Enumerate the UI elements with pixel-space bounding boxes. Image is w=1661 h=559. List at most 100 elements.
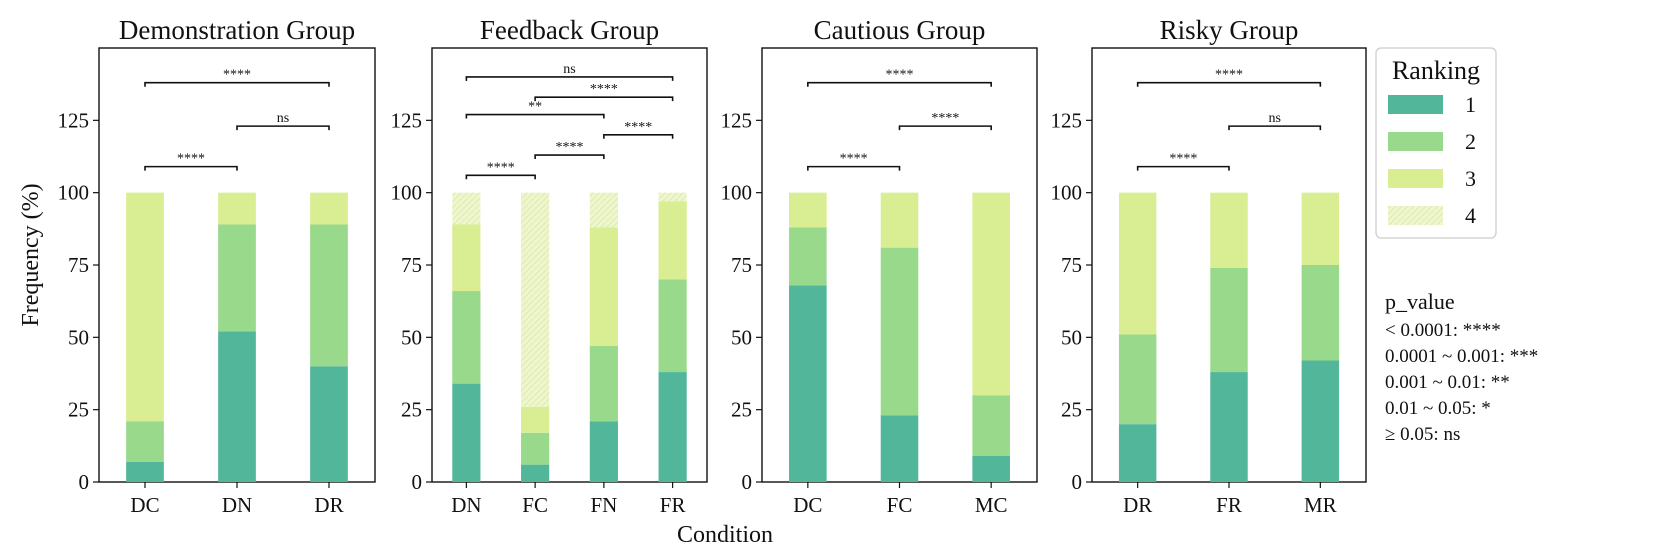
significance-label: ns [563, 62, 575, 77]
bar-segment-rank-1 [589, 421, 618, 482]
legend-label-4: 4 [1465, 203, 1476, 228]
bar-segment-rank-1 [1210, 372, 1248, 482]
legend-swatch-1 [1388, 95, 1443, 114]
x-tick-label: FN [590, 493, 617, 517]
significance-bracket [465, 174, 536, 180]
significance-bracket [236, 125, 330, 131]
bar-segment-rank-2 [789, 227, 827, 286]
x-tick-label: DR [314, 493, 343, 517]
bar-segment-rank-3 [880, 192, 919, 248]
x-tick-label: FC [522, 493, 548, 517]
significance-label: ** [528, 100, 542, 115]
bar-segment-rank-1 [972, 455, 1010, 482]
significance-label: **** [1169, 152, 1197, 167]
bar-segment-rank-2 [972, 395, 1010, 456]
bar-segment-rank-4 [589, 192, 618, 228]
y-tick-label: 125 [1051, 108, 1083, 132]
significance-bracket [807, 165, 901, 171]
significance-label: **** [624, 120, 652, 135]
significance-bracket [898, 125, 992, 131]
significance-label: **** [931, 111, 959, 126]
y-tick-label: 25 [1061, 398, 1082, 422]
bar-segment-rank-2 [521, 432, 550, 465]
y-tick-label: 0 [742, 470, 753, 494]
y-tick-label: 100 [58, 181, 90, 205]
p-value-line: 0.01 ~ 0.05: * [1385, 398, 1491, 419]
p-value-line: 0.0001 ~ 0.001: *** [1385, 346, 1538, 367]
significance-bracket [144, 165, 238, 171]
x-tick-label: MR [1304, 493, 1337, 517]
x-tick-label: DR [1123, 493, 1152, 517]
y-tick-label: 25 [731, 398, 752, 422]
panel-title: Risky Group [1160, 15, 1299, 45]
bar-segment-rank-3 [1118, 192, 1157, 335]
y-tick-label: 0 [412, 470, 423, 494]
x-tick-label: FC [887, 493, 913, 517]
bar-segment-rank-1 [1118, 424, 1157, 482]
y-tick-label: 75 [731, 253, 752, 277]
x-tick-label: FR [1216, 493, 1242, 517]
bar-segment-rank-1 [452, 383, 481, 482]
p-value-line: 0.001 ~ 0.01: ** [1385, 372, 1510, 393]
significance-label: **** [556, 140, 584, 155]
bar-segment-rank-1 [126, 461, 164, 482]
bar-segment-rank-2 [1210, 267, 1248, 373]
x-tick-label: DN [451, 493, 481, 517]
bar-segment-rank-2 [1301, 265, 1340, 361]
significance-bracket [1228, 125, 1322, 131]
legend-swatch-2 [1388, 132, 1443, 151]
p-value-line: ≥ 0.05: ns [1385, 424, 1460, 445]
significance-bracket [807, 81, 992, 87]
y-tick-label: 50 [1061, 325, 1082, 349]
significance-label: ns [277, 111, 289, 126]
y-tick-label: 100 [721, 181, 753, 205]
bar-segment-rank-1 [218, 331, 256, 482]
y-tick-label: 100 [391, 181, 423, 205]
significance-label: ns [1268, 111, 1280, 126]
panel-3: Cautious Group 0 25 50 75 100 125 DC FC MC **** ***… [721, 15, 1038, 517]
panel-title: Cautious Group [814, 15, 986, 45]
y-tick-label: 0 [79, 470, 90, 494]
x-tick-label: MC [975, 493, 1008, 517]
y-tick-label: 75 [401, 253, 422, 277]
p-value-note: p_value < 0.0001: **** 0.0001 ~ 0.001: ***… [1385, 289, 1538, 445]
legend-label-1: 1 [1465, 92, 1476, 117]
bar-segment-rank-3 [972, 192, 1010, 396]
legend-swatch-4 [1388, 206, 1443, 225]
significance-label: **** [487, 160, 515, 175]
bar-segment-rank-3 [126, 192, 164, 422]
y-tick-label: 25 [401, 398, 422, 422]
x-tick-label: DC [130, 493, 159, 517]
bar-segment-rank-2 [880, 247, 919, 416]
legend: Ranking 1 2 3 4 [1375, 47, 1497, 239]
significance-label: **** [177, 152, 205, 167]
x-tick-label: DC [793, 493, 822, 517]
bar-segment-rank-4 [658, 192, 687, 202]
bar-segment-rank-2 [310, 224, 348, 367]
y-tick-label: 0 [1072, 470, 1083, 494]
x-tick-label: FR [660, 493, 686, 517]
bar-segment-rank-1 [658, 372, 687, 482]
bar-segment-rank-3 [310, 192, 348, 225]
bar-segment-rank-2 [452, 291, 481, 384]
y-tick-label: 75 [68, 253, 89, 277]
y-axis-label: Frequency (%) [18, 183, 44, 326]
y-tick-label: 50 [401, 325, 422, 349]
significance-label: **** [1215, 68, 1243, 83]
significance-bracket [465, 76, 674, 81]
bar-segment-rank-4 [452, 192, 481, 225]
bar-segment-rank-2 [658, 279, 687, 373]
bar-segment-rank-2 [1118, 334, 1157, 425]
p-value-title: p_value [1385, 289, 1455, 314]
bar-segment-rank-1 [1301, 360, 1340, 482]
bar-segment-rank-2 [589, 346, 618, 422]
bar-segment-rank-3 [218, 192, 256, 225]
legend-label-3: 3 [1465, 166, 1476, 191]
panel-title: Demonstration Group [119, 15, 355, 45]
y-tick-label: 125 [721, 108, 753, 132]
bar-segment-rank-3 [521, 406, 550, 433]
panels-layer: Demonstration Group 0 25 50 75 100 125 DC DN DR **… [58, 15, 1367, 517]
bar-segment-rank-4 [521, 192, 550, 407]
